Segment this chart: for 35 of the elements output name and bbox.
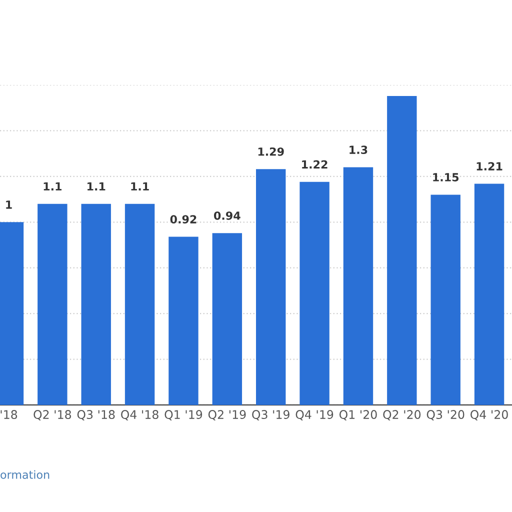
- data-label: 0.94: [214, 211, 240, 220]
- bar: [168, 236, 198, 405]
- bar: [343, 167, 374, 405]
- data-label: 1.1: [88, 182, 106, 190]
- x-tick-label: Q4 '19: [296, 410, 334, 420]
- bar: [81, 204, 111, 405]
- data-label: 1.15: [433, 173, 459, 182]
- bar: [387, 96, 417, 405]
- data-label: 1.1: [44, 182, 62, 190]
- bar: [474, 184, 504, 405]
- x-tick-label: Q1 '20: [339, 410, 377, 420]
- x-tick-label: Q3 '19: [252, 410, 290, 420]
- bar: [212, 233, 242, 405]
- x-tick-label: Q2 '18: [34, 410, 72, 420]
- data-label: 1.22: [302, 160, 328, 168]
- bar: [256, 169, 286, 405]
- x-tick-label: Q2 '20: [383, 410, 421, 420]
- data-label: 1.3: [350, 146, 368, 154]
- data-label: 1.29: [258, 147, 284, 156]
- bar: [300, 182, 330, 405]
- x-tick-label: Q1 '19: [164, 410, 202, 420]
- data-label: 1.21: [476, 162, 502, 170]
- text: ormation: [0, 470, 50, 479]
- data-label: 1.1: [131, 182, 149, 190]
- x-tick-label: Q4 '20: [470, 410, 508, 420]
- bar: [430, 194, 460, 405]
- data-label: 0.92: [170, 215, 196, 224]
- bar: [124, 204, 155, 405]
- x-tick-label: Q2 '19: [208, 410, 246, 420]
- x-tick-label: '18: [0, 410, 18, 419]
- bar: [38, 204, 68, 405]
- x-tick-label: Q4 '18: [121, 410, 158, 420]
- x-tick-label: Q3 '20: [426, 410, 464, 420]
- data-label: 1: [6, 200, 12, 209]
- x-tick-label: Q3 '18: [77, 410, 115, 420]
